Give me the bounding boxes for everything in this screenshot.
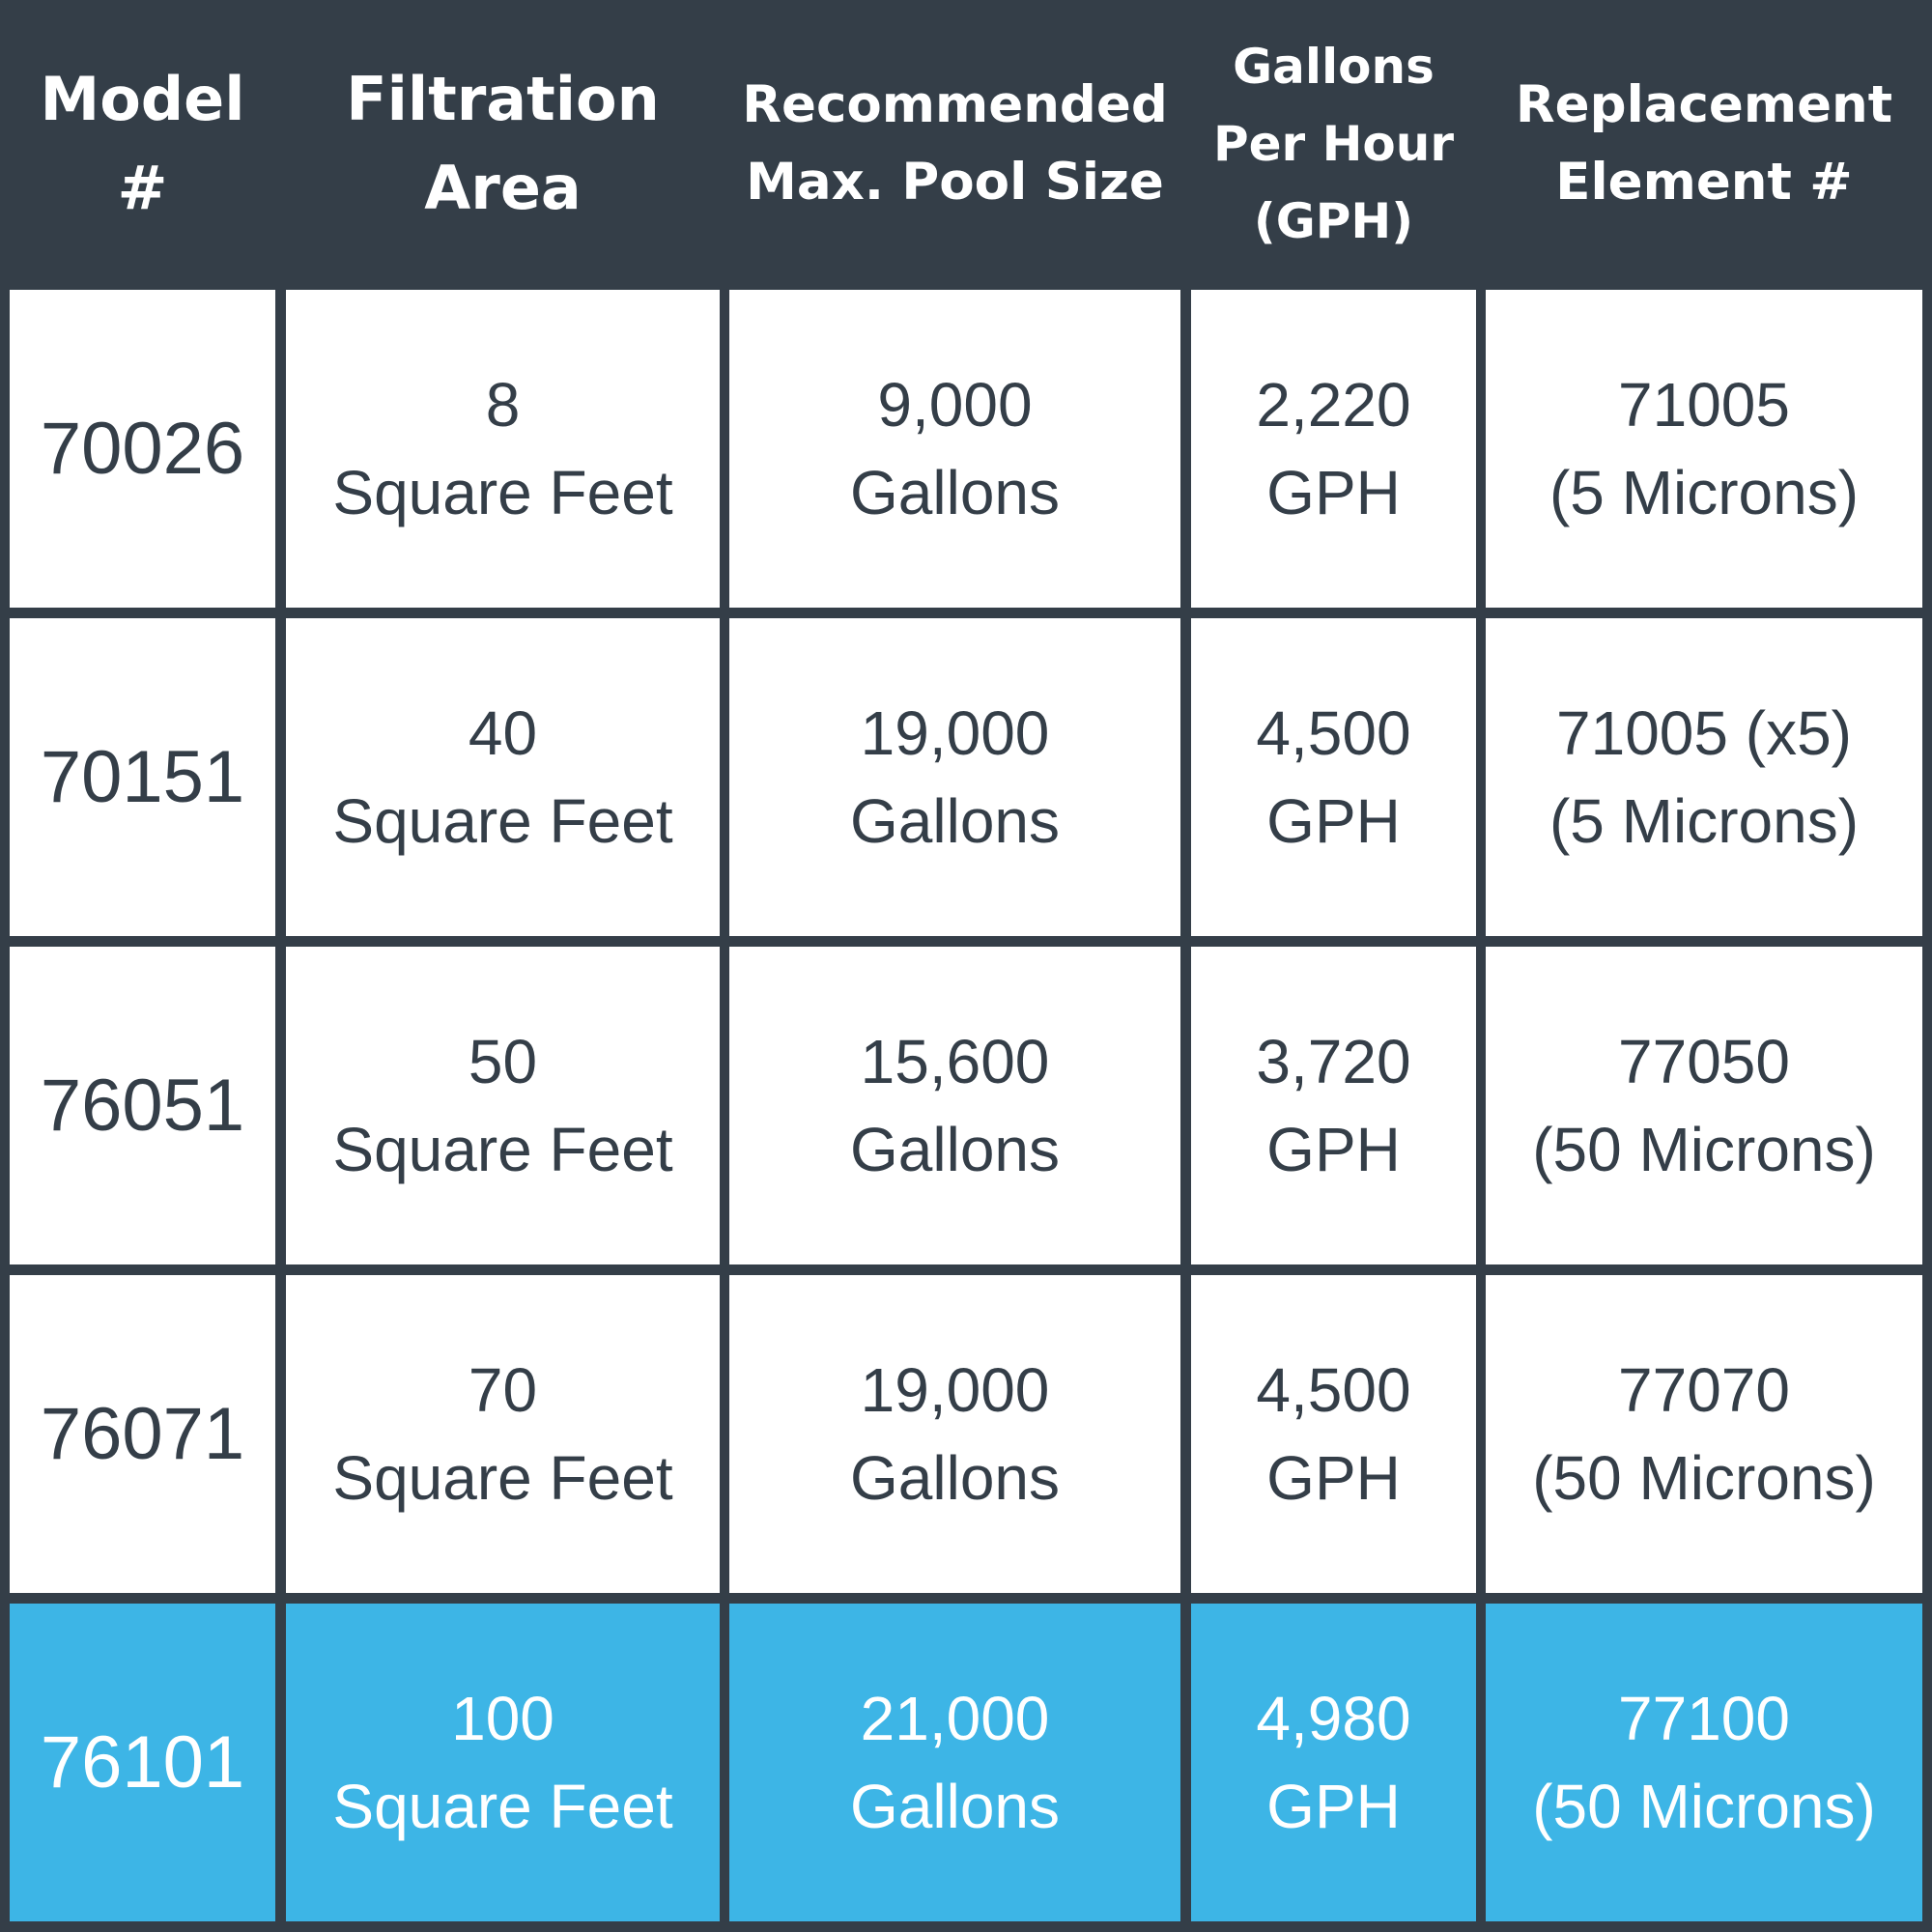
pool-value: 15,600 [860,1026,1050,1096]
row-5-element: 77100 (50 Microns) [1486,1604,1922,1921]
row-3-element: 77050 (50 Microns) [1486,947,1922,1264]
gph-unit: GPH [1266,785,1401,856]
header-gallons-per-hour: Gallons Per Hour (GPH) [1191,0,1476,287]
header-model: Model # [10,0,275,287]
element-number: 77070 [1618,1354,1790,1425]
area-unit: Square Feet [332,1114,673,1184]
pool-value: 9,000 [877,369,1033,440]
row-5-model: 76101 [10,1604,275,1921]
pool-unit: Gallons [850,457,1060,527]
row-3-model: 76051 [10,947,275,1264]
gph-value: 4,500 [1256,697,1411,768]
header-filtration-area-line-1: Filtration [346,63,660,134]
row-2-model: 70151 [10,618,275,936]
model-number: 70151 [40,736,245,818]
row-3-gph: 3,720 GPH [1191,947,1476,1264]
row-5-pool: 21,000 Gallons [729,1604,1180,1921]
header-model-line-1: Model [40,63,245,134]
header-filtration-area-line-2: Area [424,152,582,223]
row-3-pool: 15,600 Gallons [729,947,1180,1264]
row-4-gph: 4,500 GPH [1191,1275,1476,1593]
row-1-gph: 2,220 GPH [1191,290,1476,608]
area-unit: Square Feet [332,785,673,856]
pool-value: 19,000 [860,697,1050,768]
element-microns: (50 Microns) [1532,1771,1876,1841]
row-1-model: 70026 [10,290,275,608]
pool-value: 21,000 [860,1683,1050,1753]
header-gph-line-1: Gallons [1233,38,1435,95]
area-unit: Square Feet [332,1771,673,1841]
row-1-area: 8 Square Feet [286,290,720,608]
area-value: 70 [468,1354,538,1425]
gph-value: 3,720 [1256,1026,1411,1096]
row-2-gph: 4,500 GPH [1191,618,1476,936]
gph-value: 2,220 [1256,369,1411,440]
row-1-element: 71005 (5 Microns) [1486,290,1922,608]
pool-unit: Gallons [850,1114,1060,1184]
model-number: 70026 [40,408,245,490]
header-filtration-area: Filtration Area [286,0,720,287]
row-3-area: 50 Square Feet [286,947,720,1264]
row-4-model: 76071 [10,1275,275,1593]
header-model-line-2: # [117,152,168,223]
header-replacement-element: Replacement Element # [1486,0,1922,287]
pool-unit: Gallons [850,785,1060,856]
header-replacement-element-line-1: Replacement [1515,74,1893,134]
header-gph-line-2: Per Hour [1212,115,1455,172]
element-number: 71005 [1618,369,1790,440]
area-value: 8 [485,369,521,440]
header-max-pool-size-line-1: Recommended [742,74,1168,134]
row-2-element: 71005 (x5) (5 Microns) [1486,618,1922,936]
header-max-pool-size: Recommended Max. Pool Size [729,0,1180,287]
row-1-pool: 9,000 Gallons [729,290,1180,608]
row-4-pool: 19,000 Gallons [729,1275,1180,1593]
area-unit: Square Feet [332,457,673,527]
row-5-area: 100 Square Feet [286,1604,720,1921]
element-microns: (5 Microns) [1548,457,1860,527]
gph-value: 4,500 [1256,1354,1411,1425]
area-value: 40 [468,697,538,768]
area-value: 50 [468,1026,538,1096]
area-value: 100 [451,1683,554,1753]
row-2-area: 40 Square Feet [286,618,720,936]
header-max-pool-size-line-2: Max. Pool Size [746,152,1164,212]
area-unit: Square Feet [332,1442,673,1513]
row-2-pool: 19,000 Gallons [729,618,1180,936]
pool-unit: Gallons [850,1442,1060,1513]
model-number: 76071 [40,1393,245,1475]
row-5-gph: 4,980 GPH [1191,1604,1476,1921]
element-microns: (5 Microns) [1548,785,1860,856]
row-4-area: 70 Square Feet [286,1275,720,1593]
gph-unit: GPH [1266,1442,1401,1513]
gph-unit: GPH [1266,1114,1401,1184]
element-number: 77100 [1618,1683,1790,1753]
pool-unit: Gallons [850,1771,1060,1841]
row-4-element: 77070 (50 Microns) [1486,1275,1922,1593]
gph-unit: GPH [1266,1771,1401,1841]
element-microns: (50 Microns) [1532,1114,1876,1184]
pool-value: 19,000 [860,1354,1050,1425]
model-number: 76101 [40,1721,245,1804]
header-replacement-element-line-2: Element # [1555,152,1853,212]
element-microns: (50 Microns) [1532,1442,1876,1513]
element-number: 77050 [1618,1026,1790,1096]
model-number: 76051 [40,1065,245,1147]
header-gph-line-3: (GPH) [1253,192,1414,249]
gph-value: 4,980 [1256,1683,1411,1753]
element-number: 71005 (x5) [1556,697,1852,768]
gph-unit: GPH [1266,457,1401,527]
